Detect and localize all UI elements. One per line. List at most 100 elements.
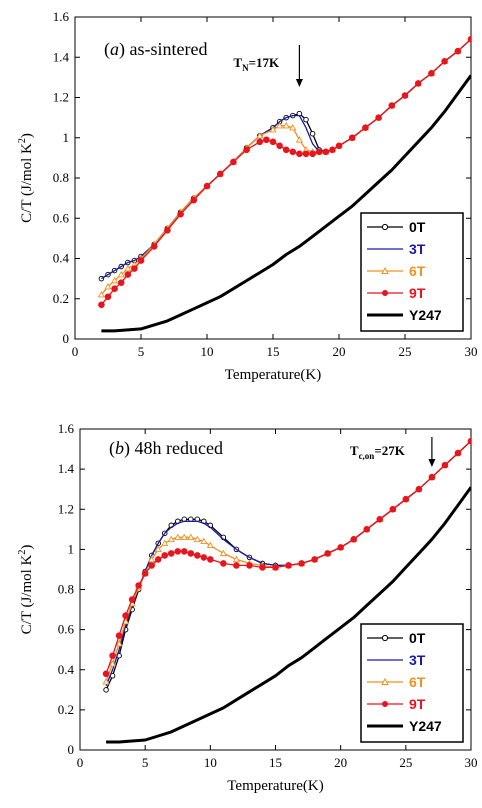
data-point	[289, 148, 297, 156]
data-point	[243, 146, 250, 154]
legend: 0T 3T 6T 9T Y247	[360, 212, 464, 332]
data-point	[98, 301, 105, 309]
data-point	[148, 562, 155, 569]
x-axis-label: Temperature(K)	[225, 367, 321, 383]
data-point	[167, 535, 175, 543]
legend-label-6t: 6T	[409, 674, 426, 690]
y-axis-label-main: C/T (J/mol K	[19, 554, 35, 634]
y-tick-label: 1.6	[58, 421, 75, 436]
data-point	[109, 660, 117, 667]
data-point	[263, 136, 270, 144]
data-point	[428, 473, 436, 481]
legend-label-3t: 3T	[409, 241, 426, 257]
series-group	[102, 437, 471, 744]
annotation-arrowhead	[295, 79, 303, 87]
data-point	[454, 47, 462, 55]
data-point	[441, 461, 449, 469]
data-point	[220, 560, 227, 567]
data-point	[256, 138, 264, 146]
data-point	[219, 549, 227, 557]
data-point	[454, 449, 462, 457]
data-point	[467, 35, 471, 43]
y-tick-label: 1.4	[53, 49, 70, 64]
y-axis-label-close: )	[19, 545, 35, 550]
legend-marker	[382, 290, 388, 296]
x-tick-label: 10	[204, 755, 217, 770]
data-point	[322, 148, 330, 156]
data-point	[324, 550, 331, 557]
data-point	[161, 539, 169, 547]
annotation-arrowhead	[428, 459, 436, 467]
legend-marker	[382, 701, 388, 707]
annot-sub: N	[242, 63, 249, 73]
y-axis-label-sup: 2	[17, 138, 28, 143]
y-axis-label: C/T (J/mol K2)	[17, 133, 35, 223]
x-tick-label: 5	[138, 344, 145, 359]
legend-marker	[381, 677, 389, 685]
data-point	[302, 150, 310, 158]
legend-marker	[381, 266, 389, 274]
x-tick-label: 25	[399, 755, 412, 770]
annot-rest: =17K	[249, 55, 280, 70]
legend-label-y247: Y247	[409, 307, 442, 323]
annot-rest: =27K	[374, 443, 405, 458]
transition-annotation: Tc,on=27K	[350, 443, 406, 461]
y-tick-label: 0.2	[58, 702, 74, 717]
panel-b: 0 5 10 15 20 25 30 0 0.2 0.4 0.6 0.8 1 1.2 1.4 1.6 Tempe…	[17, 421, 478, 794]
data-point	[103, 687, 109, 693]
data-point	[102, 678, 110, 685]
x-tick-label: 20	[333, 344, 346, 359]
x-tick-label: 15	[267, 344, 280, 359]
data-point	[154, 545, 162, 553]
data-point	[161, 552, 169, 559]
legend-label-3t: 3T	[409, 652, 426, 668]
data-point	[233, 562, 240, 569]
data-point	[362, 124, 369, 131]
legend-label-0t: 0T	[409, 219, 426, 235]
y-tick-label: 0.6	[58, 622, 75, 637]
data-point	[315, 148, 323, 156]
data-point	[206, 541, 214, 549]
legend-label-6t: 6T	[409, 263, 426, 279]
y-tick-label: 0.8	[53, 170, 69, 185]
data-point	[187, 533, 195, 541]
data-point	[122, 612, 129, 619]
legend-label-9t: 9T	[409, 285, 426, 301]
data-point	[164, 227, 171, 234]
data-point	[180, 548, 188, 555]
data-point	[203, 182, 211, 190]
annot-main: T	[350, 443, 359, 458]
data-point	[200, 537, 208, 545]
data-point	[180, 533, 188, 541]
data-point	[111, 276, 119, 284]
data-point	[124, 264, 132, 272]
data-point	[124, 271, 132, 278]
legend-marker	[381, 223, 389, 231]
data-point	[276, 121, 284, 129]
x-tick-label: 5	[142, 755, 149, 770]
x-tick-label: 0	[72, 344, 79, 359]
panel-title-open: (	[104, 39, 110, 60]
y-tick-label: 0	[63, 331, 70, 346]
data-point	[337, 544, 344, 551]
data-point	[111, 285, 118, 292]
data-point	[177, 210, 184, 218]
data-point	[174, 533, 182, 541]
data-point	[335, 142, 343, 150]
legend-marker	[381, 634, 389, 642]
panel-title-close: )	[124, 438, 135, 459]
data-point	[154, 556, 162, 563]
panel-a: 0 5 10 15 20 25 30 0 0.2 0.4 0.6 0.8 1 1.2 1.4 1.6 Tempe…	[17, 9, 478, 383]
legend-label-9t: 9T	[409, 696, 426, 712]
y-tick-label: 0.8	[58, 582, 74, 597]
y-tick-label: 1.4	[58, 461, 75, 476]
data-point	[246, 562, 253, 569]
y-tick-label: 1.2	[58, 501, 74, 516]
data-point	[187, 550, 195, 557]
data-point	[259, 564, 266, 571]
data-point	[167, 550, 175, 557]
data-point	[117, 270, 125, 278]
data-point	[115, 639, 123, 647]
data-point	[174, 548, 182, 555]
x-tick-label: 0	[77, 755, 84, 770]
